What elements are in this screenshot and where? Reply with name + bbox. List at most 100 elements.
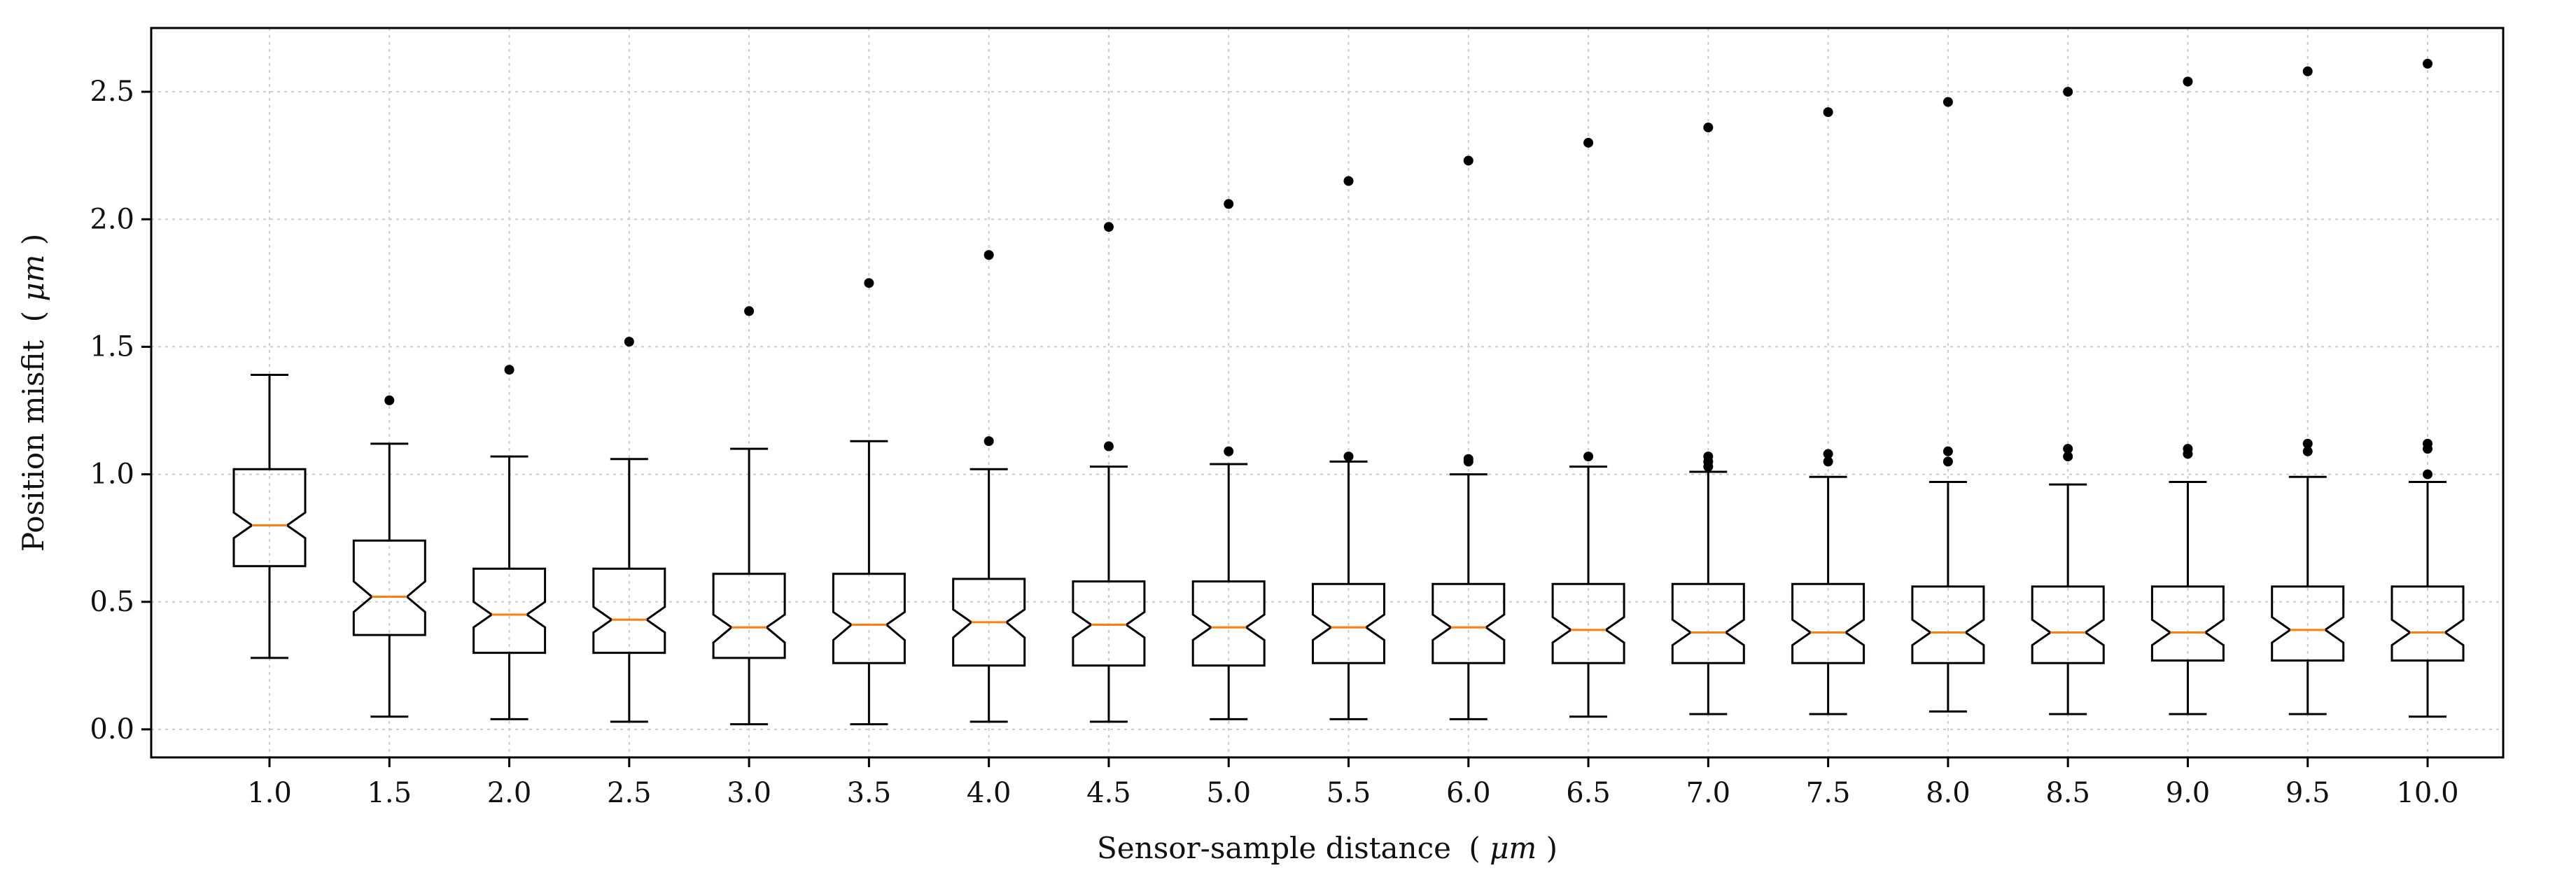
box-4.0 xyxy=(952,250,1026,723)
x-tick-label: 8.0 xyxy=(1926,777,1970,809)
outlier-point xyxy=(1942,456,1953,467)
x-tick-label: 9.5 xyxy=(2286,777,2330,809)
x-tick-label: 8.5 xyxy=(2045,777,2090,809)
outlier-point xyxy=(2183,444,2193,454)
box-10.0 xyxy=(2390,59,2465,718)
outlier-point xyxy=(1703,122,1714,133)
outlier-point xyxy=(2423,438,2432,449)
outlier-point xyxy=(504,365,514,375)
x-tick-label: 6.0 xyxy=(1446,777,1491,809)
outlier-point xyxy=(1103,441,1114,451)
box-6.0 xyxy=(1432,155,1506,720)
x-axis-label-text: Sensor-sample distance xyxy=(1097,831,1451,865)
outlier-point xyxy=(2423,469,2432,479)
y-axis-unit-close: ) xyxy=(16,234,50,245)
x-tick-label: 7.0 xyxy=(1686,777,1731,809)
box-7.5 xyxy=(1791,107,1865,715)
outlier-point xyxy=(744,306,755,316)
x-tick-label: 5.5 xyxy=(1326,777,1371,809)
x-tick-label: 1.5 xyxy=(367,777,412,809)
outlier-point xyxy=(2183,76,2193,87)
box-1.0 xyxy=(232,373,307,659)
y-tick-label: 1.5 xyxy=(90,330,134,363)
box-4.5 xyxy=(1072,222,1146,723)
x-axis-unit-close: ) xyxy=(1546,831,1558,865)
notched-box xyxy=(1312,582,1385,664)
outlier-point xyxy=(1343,176,1354,186)
x-tick-label: 2.0 xyxy=(487,777,532,809)
outlier-point xyxy=(1583,451,1594,462)
notched-box xyxy=(352,539,426,636)
box-3.0 xyxy=(712,306,786,726)
outlier-point xyxy=(2063,451,2073,462)
outlier-point xyxy=(1942,97,1953,107)
notched-box xyxy=(1551,582,1625,664)
box-5.0 xyxy=(1191,199,1266,720)
notched-box xyxy=(832,573,906,664)
y-tick-label: 0.5 xyxy=(90,586,134,618)
notched-box xyxy=(2271,585,2345,662)
outlier-point xyxy=(1823,449,1833,459)
notched-box xyxy=(1791,582,1865,664)
y-tick-label: 0.0 xyxy=(90,713,134,746)
x-axis-unit: μm xyxy=(1490,831,1536,865)
outlier-point xyxy=(1703,451,1714,462)
x-tick-label: 3.5 xyxy=(847,777,892,809)
outlier-point xyxy=(2302,446,2313,456)
outlier-point xyxy=(1224,199,1234,209)
outlier-point xyxy=(983,250,994,260)
notched-box xyxy=(2031,585,2105,664)
x-axis-label: Sensor-sample distance ( μm ) xyxy=(1097,831,1558,865)
x-tick-label: 2.5 xyxy=(607,777,652,809)
notched-box xyxy=(952,578,1026,667)
y-axis-label: Position misfit ( μm ) xyxy=(16,234,50,552)
notched-box xyxy=(2390,585,2465,662)
x-tick-label: 6.5 xyxy=(1566,777,1611,809)
box-5.5 xyxy=(1312,176,1385,720)
box-7.0 xyxy=(1671,122,1745,715)
x-tick-label: 4.5 xyxy=(1086,777,1131,809)
box-8.5 xyxy=(2031,87,2105,715)
notched-box xyxy=(1911,585,1985,664)
x-tick-label: 7.5 xyxy=(1806,777,1851,809)
box-2.0 xyxy=(472,365,547,720)
notched-box xyxy=(712,573,786,659)
box-3.5 xyxy=(832,278,906,726)
box-8.0 xyxy=(1911,97,1985,713)
outlier-point xyxy=(1463,155,1474,166)
x-axis-unit-open: ( xyxy=(1469,831,1480,865)
outlier-point xyxy=(2063,444,2073,454)
axis-ticks: 0.0 0.5 1.0 1.5 2.0 2.5 1.0 1.5 2.0 2.5 3.0 3.5 4.0 4… xyxy=(90,76,2458,809)
notched-box xyxy=(2150,585,2225,662)
x-tick-label: 10.0 xyxy=(2396,777,2458,809)
x-tick-label: 4.0 xyxy=(967,777,1011,809)
box-6.5 xyxy=(1551,137,1625,718)
outlier-point xyxy=(983,436,994,447)
y-tick-label: 2.5 xyxy=(90,76,134,108)
box-9.5 xyxy=(2271,66,2345,715)
notched-box xyxy=(232,468,307,568)
outlier-point xyxy=(1463,454,1474,464)
x-tick-label: 3.0 xyxy=(727,777,771,809)
outlier-point xyxy=(2302,438,2313,449)
y-axis-label-text: Position misfit xyxy=(16,340,50,552)
box-2.5 xyxy=(592,337,666,723)
outlier-point xyxy=(1343,451,1354,462)
notched-box xyxy=(592,567,666,654)
grid-lines xyxy=(151,28,2503,757)
y-tick-label: 2.0 xyxy=(90,203,134,235)
notched-box xyxy=(1072,580,1146,667)
outlier-point xyxy=(2423,59,2432,69)
outlier-point xyxy=(1942,446,1953,456)
y-axis-unit-open: ( xyxy=(16,311,50,322)
outlier-point xyxy=(1224,446,1234,456)
box-9.0 xyxy=(2150,76,2225,715)
outlier-point xyxy=(2063,87,2073,97)
outlier-point xyxy=(624,337,634,347)
x-tick-label: 9.0 xyxy=(2166,777,2211,809)
outlier-point xyxy=(1583,137,1594,148)
plot-area-frame xyxy=(150,27,2505,759)
outlier-point xyxy=(1823,107,1833,118)
